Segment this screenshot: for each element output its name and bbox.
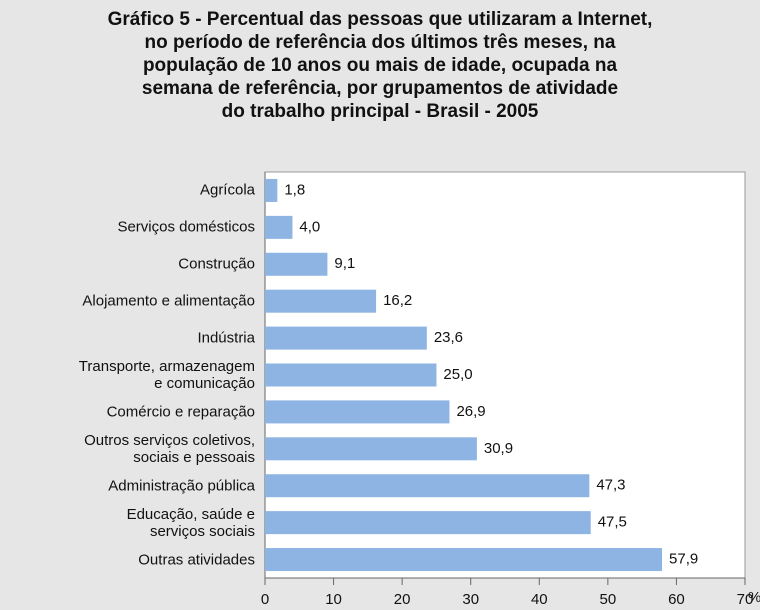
y-tick-label: Alojamento e alimentação (82, 292, 255, 310)
y-tick-label: Educação, saúde e serviços sociais (126, 505, 255, 540)
value-label: 47,5 (598, 514, 627, 531)
value-label: 30,9 (484, 440, 513, 457)
y-tick-label: Agrícola (199, 181, 255, 199)
value-label: 4,0 (299, 218, 320, 235)
value-label: 1,8 (284, 181, 305, 198)
x-tick-label: 0 (261, 591, 269, 608)
y-tick-label: Outras atividades (138, 551, 255, 569)
bar (265, 363, 437, 387)
y-tick-label: Administração pública (108, 477, 255, 495)
value-label: 47,3 (596, 477, 625, 494)
y-tick-label: Outros serviços coletivos, sociais e pes… (84, 431, 255, 466)
bar (265, 400, 450, 424)
y-tick-label: Comércio e reparação (106, 403, 255, 421)
x-tick-label: 10 (325, 591, 342, 608)
value-label: 57,9 (669, 551, 698, 568)
bar (265, 178, 278, 202)
bar (265, 548, 663, 572)
bar (265, 215, 293, 239)
x-axis-label: % (748, 589, 760, 606)
bar (265, 252, 328, 276)
chart-title: Gráfico 5 - Percentual das pessoas que u… (107, 9, 653, 122)
x-tick-label: 50 (600, 591, 617, 608)
x-tick-label: 20 (394, 591, 411, 608)
x-tick-label: 40 (531, 591, 548, 608)
value-label: 26,9 (456, 403, 485, 420)
bar (265, 289, 377, 313)
value-label: 25,0 (443, 366, 472, 383)
bar (265, 326, 427, 350)
y-tick-label: Serviços domésticos (117, 218, 255, 236)
value-label: 23,6 (434, 329, 463, 346)
x-tick-label: 60 (668, 591, 685, 608)
y-tick-label: Construção (178, 255, 255, 273)
bar (265, 437, 477, 461)
y-tick-label: Indústria (197, 329, 255, 347)
value-label: 9,1 (334, 255, 355, 272)
x-tick-label: 30 (462, 591, 479, 608)
bar (265, 474, 590, 498)
y-tick-label: Transporte, armazenagem e comunicação (78, 358, 255, 392)
x-tick-label: 70 (737, 591, 754, 608)
bar (265, 511, 591, 535)
value-label: 16,2 (383, 292, 412, 309)
